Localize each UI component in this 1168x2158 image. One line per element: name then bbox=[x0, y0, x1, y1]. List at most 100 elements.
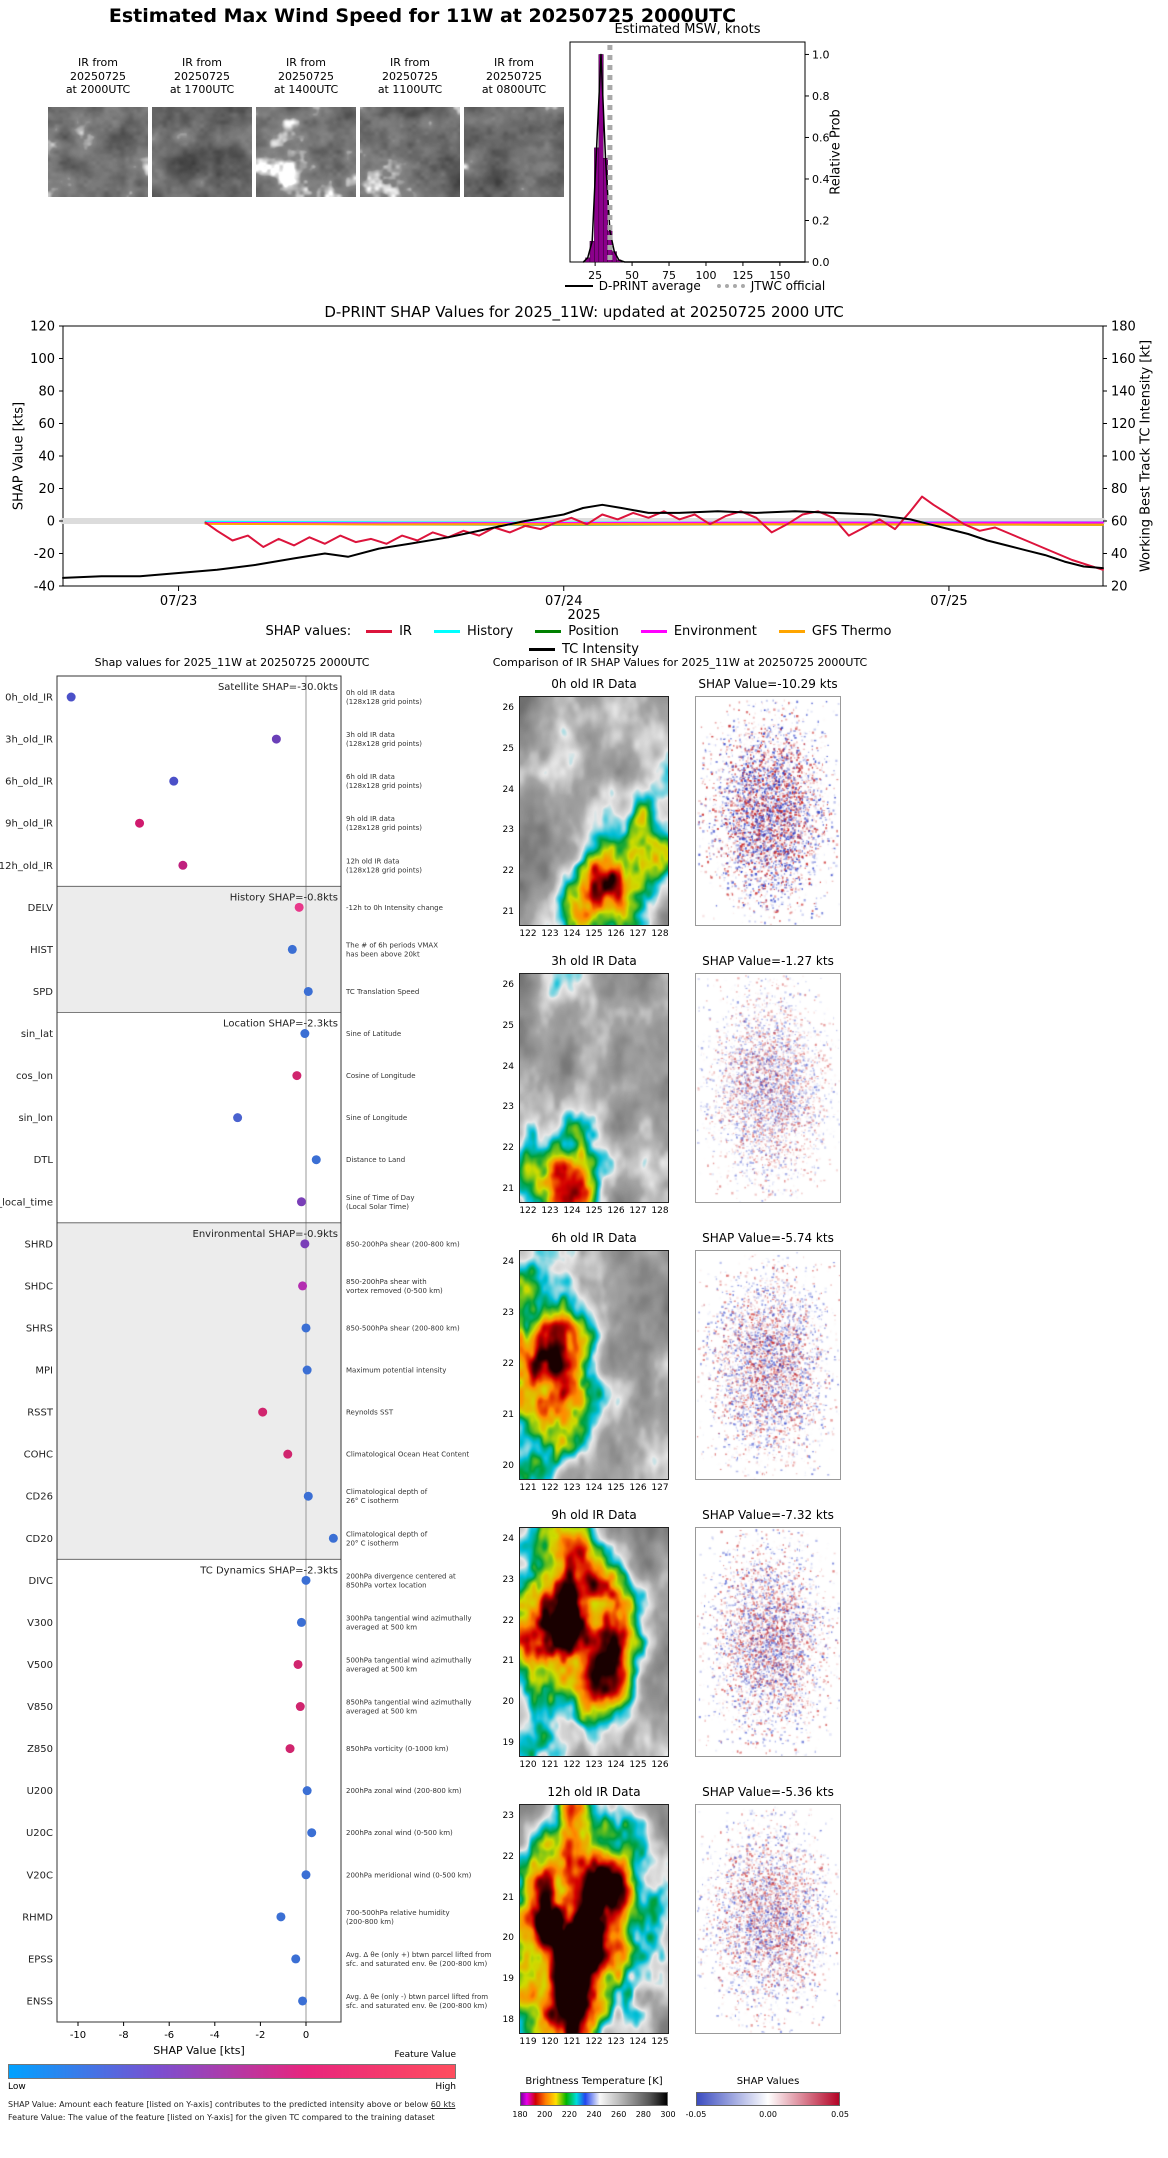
tick-label: 40 bbox=[38, 450, 55, 465]
feature-label: DTL bbox=[34, 1155, 54, 1166]
ir-thumbnail-label: IR from 20250725 at 1400UTC bbox=[255, 56, 357, 97]
lon-tick-label: 123 bbox=[541, 929, 559, 939]
brightness-temperature-colorbar bbox=[520, 2092, 668, 2106]
tick-label: -40 bbox=[34, 580, 55, 595]
feature-label: MPI bbox=[35, 1366, 53, 1377]
tick-label: 0.6 bbox=[812, 131, 830, 144]
legend-label: D-PRINT average bbox=[598, 279, 701, 293]
feature-dot-V850 bbox=[295, 1702, 305, 1712]
colorbar-high-label: High bbox=[435, 2082, 456, 2092]
tick-label: 07/25 bbox=[930, 594, 967, 609]
feature-dot-EPSS bbox=[291, 1954, 301, 1964]
legend-prefix: SHAP values: bbox=[265, 624, 352, 639]
tick-label: -2 bbox=[255, 2030, 265, 2041]
feature-annotation: 300hPa tangential wind azimuthally averag… bbox=[346, 1614, 471, 1631]
ir-thumbnail-label-line: at 1400UTC bbox=[273, 83, 339, 96]
feature-label: V20C bbox=[26, 1870, 53, 1881]
footnote-shap-value: SHAP Value: Amount each feature [listed … bbox=[8, 2100, 455, 2109]
feature-dot-SPD bbox=[303, 986, 313, 996]
ir-thumbnail-label-line: IR from bbox=[182, 56, 222, 69]
feature-label: U20C bbox=[26, 1828, 53, 1839]
feature-dot-SHRD bbox=[300, 1239, 310, 1249]
lon-tick-label: 120 bbox=[541, 2037, 559, 2047]
feature-group-header: TC Dynamics SHAP=-2.3kts bbox=[199, 1565, 338, 1576]
bt-colorbar-tick: 300 bbox=[660, 2110, 676, 2119]
ir-thumbnail-label: IR from 20250725 at 1700UTC bbox=[151, 56, 253, 97]
ir-thumbnail-canvas bbox=[360, 107, 460, 197]
bt-colorbar-tick: 280 bbox=[635, 2110, 651, 2119]
feature-dot-3h_old_IR bbox=[271, 734, 281, 744]
feature-dot-CD20 bbox=[328, 1533, 338, 1543]
ir-thumbnail-canvas bbox=[256, 107, 356, 197]
lat-tick-label: 22 bbox=[502, 1359, 514, 1369]
feature-label: sin_lat bbox=[21, 1029, 53, 1040]
feature-dot-0h_old_IR bbox=[66, 692, 76, 702]
lon-tick-label: 126 bbox=[607, 929, 625, 939]
shap-map-canvas bbox=[695, 973, 841, 1203]
tick-label: 07/23 bbox=[160, 594, 197, 609]
lat-tick-label: 23 bbox=[502, 1308, 514, 1318]
feature-dot-6h_old_IR bbox=[169, 776, 179, 786]
legend-label: IR bbox=[399, 624, 412, 639]
bt-colorbar-tick: 220 bbox=[561, 2110, 577, 2119]
feature-label: DELV bbox=[28, 903, 53, 914]
tick-label: 0.8 bbox=[812, 90, 830, 103]
feature-group-band bbox=[57, 1559, 341, 2022]
feature-label: HIST bbox=[30, 945, 54, 956]
feature-dot-HIST bbox=[287, 944, 297, 954]
feature-label: V850 bbox=[27, 1702, 53, 1713]
tick-label: 60 bbox=[1111, 515, 1128, 530]
tick-label: 50 bbox=[625, 269, 639, 282]
feature-label: CD26 bbox=[26, 1492, 53, 1503]
legend-row-intensity: TC Intensity bbox=[518, 642, 650, 657]
shap-map-title: SHAP Value=-10.29 kts bbox=[698, 677, 838, 691]
feature-dot-Z850 bbox=[285, 1744, 295, 1754]
feature-annotation: Cosine of Longitude bbox=[346, 1072, 416, 1080]
ir-thumbnail-label-line: IR from bbox=[78, 56, 118, 69]
ir-map-canvas bbox=[519, 1804, 669, 2034]
ir-thumbnail-label-line: at 1100UTC bbox=[377, 83, 443, 96]
legend-swatch bbox=[640, 630, 667, 633]
ir-map-title: 6h old IR Data bbox=[551, 1231, 637, 1245]
feature-group-header: Location SHAP=-2.3kts bbox=[223, 1019, 338, 1030]
ir-thumbnail-label: IR from 20250725 at 2000UTC bbox=[47, 56, 149, 97]
lon-tick-label: 121 bbox=[563, 2037, 581, 2047]
lat-tick-label: 26 bbox=[502, 703, 514, 713]
shap-map-canvas bbox=[695, 1804, 841, 2034]
feature-dot-ENSS bbox=[298, 1996, 308, 2006]
feature-annotation: 850hPa tangential wind azimuthally averag… bbox=[346, 1699, 471, 1716]
ir-thumbnail-label-line: 20250725 bbox=[382, 69, 438, 83]
feature-dot-DTL bbox=[311, 1155, 321, 1165]
feature-label: SHRD bbox=[24, 1239, 53, 1250]
legend-entry-tc-intensity: TC Intensity bbox=[529, 642, 639, 657]
lon-tick-label: 122 bbox=[519, 1206, 537, 1216]
shap-colorbar-tick: 0.05 bbox=[831, 2110, 849, 2119]
histogram-ylabel: Relative Prob bbox=[828, 109, 844, 195]
ir-map-title: 12h old IR Data bbox=[547, 1785, 641, 1799]
feature-annotation: 12h old IR data (128x128 grid points) bbox=[346, 857, 422, 874]
bt-colorbar-tick: 200 bbox=[537, 2110, 553, 2119]
feature-dot-DELV bbox=[294, 902, 304, 912]
lat-tick-label: 20 bbox=[502, 1697, 514, 1708]
feature-label: ENSS bbox=[27, 1996, 54, 2007]
lon-tick-label: 124 bbox=[629, 2037, 647, 2047]
legend-swatch bbox=[778, 630, 805, 633]
lat-tick-label: 21 bbox=[502, 907, 514, 917]
ir-thumbnail-label: IR from 20250725 at 0800UTC bbox=[463, 56, 565, 97]
tick-label: 1.0 bbox=[812, 48, 830, 61]
feature-annotation: 3h old IR data (128x128 grid points) bbox=[346, 731, 422, 748]
lat-tick-label: 21 bbox=[502, 1184, 514, 1194]
feature-label: DIVC bbox=[29, 1576, 53, 1587]
lon-tick-label: 124 bbox=[607, 1760, 625, 1770]
msw-figure-title: Estimated Max Wind Speed for 11W at 2025… bbox=[108, 5, 737, 27]
feature-dot-SHDC bbox=[298, 1281, 308, 1291]
lat-tick-label: 21 bbox=[502, 1410, 514, 1420]
feature-label: 3h_old_IR bbox=[5, 735, 53, 746]
lat-tick-label: 24 bbox=[502, 1061, 514, 1072]
tick-label: -6 bbox=[164, 2030, 174, 2041]
feature-label: 0h_old_IR bbox=[5, 693, 53, 704]
feature-annotation: 500hPa tangential wind azimuthally averag… bbox=[346, 1656, 471, 1673]
tick-label: 100 bbox=[695, 269, 716, 282]
tick-label: 80 bbox=[38, 385, 55, 400]
feature-annotation: Sine of Latitude bbox=[346, 1030, 401, 1038]
